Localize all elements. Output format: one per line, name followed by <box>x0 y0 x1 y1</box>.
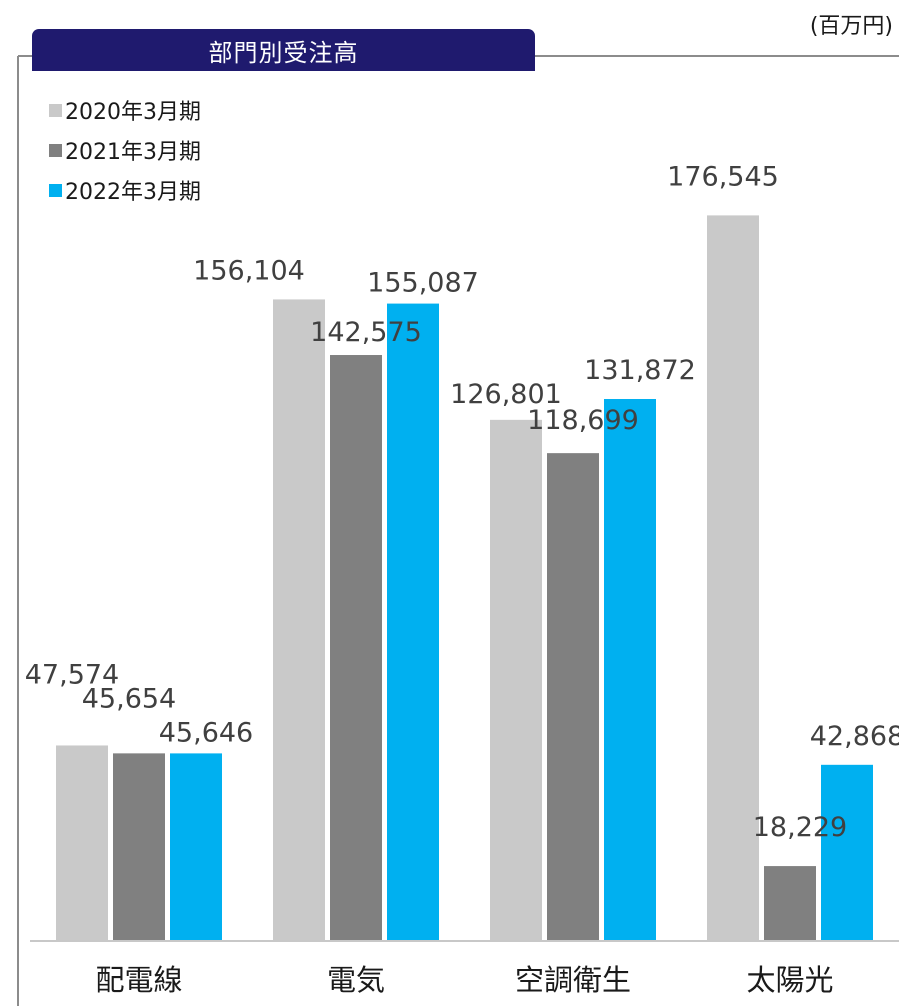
bar-haidensen-2022 <box>170 753 222 941</box>
value-label-taiyoukou-2021: 18,229 <box>753 812 847 843</box>
category-labels-layer: 配電線 電気 空調衛生 太陽光 <box>95 963 833 997</box>
bar-taiyoukou-2020 <box>707 215 759 942</box>
bar-haidensen-2021 <box>113 753 165 941</box>
value-label-taiyoukou-2022: 42,868 <box>810 721 899 752</box>
category-label-denki: 電気 <box>327 963 385 997</box>
value-label-kuchou-eisei-2020: 126,801 <box>450 379 562 410</box>
bar-haidensen-2020 <box>56 745 108 941</box>
frame-border <box>17 55 899 1006</box>
bar-taiyoukou-2022 <box>821 764 873 941</box>
legend: 2020年3月期 2021年3月期 2022年3月期 <box>49 90 201 210</box>
legend-item-2020: 2020年3月期 <box>49 90 201 130</box>
value-label-kuchou-eisei-2021: 118,699 <box>527 405 639 436</box>
category-label-haidensen: 配電線 <box>95 963 182 997</box>
chart-title-tab: 部門別受注高 <box>32 29 535 71</box>
bar-kuchou-eisei-2022 <box>604 399 656 941</box>
legend-swatch-2022 <box>49 183 62 197</box>
bar-denki-2022 <box>387 303 439 942</box>
value-label-taiyoukou-2020: 176,545 <box>667 161 779 192</box>
bars-layer <box>56 215 873 942</box>
legend-label-2020: 2020年3月期 <box>65 100 201 125</box>
legend-swatch-2021 <box>49 143 62 157</box>
value-label-kuchou-eisei-2022: 131,872 <box>584 355 696 386</box>
value-label-denki-2022: 155,087 <box>367 268 479 299</box>
bar-kuchou-eisei-2021 <box>547 453 599 941</box>
value-label-denki-2020: 156,104 <box>193 255 305 286</box>
legend-label-2022: 2022年3月期 <box>65 180 201 205</box>
bar-denki-2020 <box>273 299 325 941</box>
unit-label: (百万円) <box>809 14 893 39</box>
legend-item-2021: 2021年3月期 <box>49 130 201 170</box>
category-label-taiyoukou: 太陽光 <box>746 963 833 997</box>
legend-label-2021: 2021年3月期 <box>65 140 201 165</box>
legend-item-2022: 2022年3月期 <box>49 170 201 210</box>
value-label-denki-2021: 142,575 <box>310 317 422 348</box>
legend-swatch-2020 <box>49 103 62 117</box>
value-label-haidensen-2020: 47,574 <box>25 659 119 690</box>
category-label-kuchou-eisei: 空調衛生 <box>515 963 631 997</box>
bar-taiyoukou-2021 <box>764 866 816 941</box>
bar-denki-2021 <box>330 355 382 942</box>
bar-kuchou-eisei-2020 <box>490 419 542 941</box>
value-label-haidensen-2021: 45,654 <box>82 683 176 714</box>
value-label-haidensen-2022: 45,646 <box>159 717 253 748</box>
chart-title: 部門別受注高 <box>208 38 359 67</box>
